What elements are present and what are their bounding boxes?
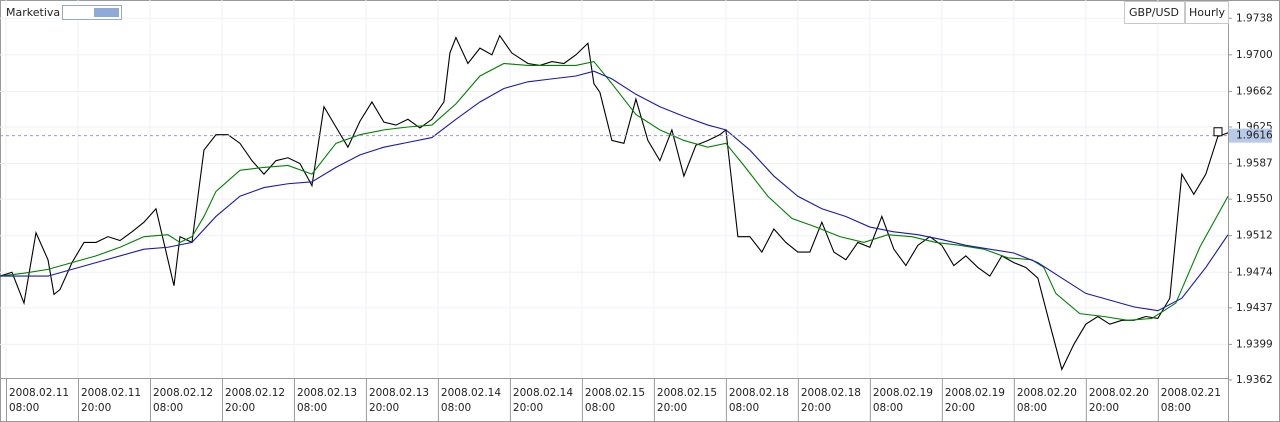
price-line — [0, 70, 1228, 312]
grid — [0, 0, 1228, 378]
y-tick-label: 1.9399 — [1236, 338, 1273, 350]
x-tick-label: 2008.02.15 20:00 — [657, 387, 717, 414]
last-price-box — [1229, 128, 1272, 143]
x-tick-label: 2008.02.12 20:00 — [225, 387, 285, 414]
price-line — [0, 34, 1228, 372]
x-tick-label: 2008.02.11 20:00 — [81, 387, 141, 414]
y-tick-label: 1.9362 — [1236, 374, 1273, 386]
x-tick-label: 2008.02.18 20:00 — [801, 387, 861, 414]
y-tick-label: 1.9625 — [1236, 121, 1273, 133]
y-tick-label: 1.9550 — [1236, 193, 1273, 205]
x-tick-label: 2008.02.19 20:00 — [945, 387, 1005, 414]
symbol-button[interactable] — [1124, 1, 1185, 24]
x-tick-label: 2008.02.20 20:00 — [1089, 387, 1149, 414]
x-tick-label: 2008.02.14 08:00 — [441, 387, 501, 414]
x-tick-label: 2008.02.14 20:00 — [513, 387, 573, 414]
y-tick-label: 1.9738 — [1236, 12, 1273, 24]
brand: Marketiva — [6, 6, 60, 19]
axes: 1.9738 1.9700 1.9662 1.9625 1.9587 1.9550 1.95… — [5, 12, 1273, 422]
y-tick-label: 1.9512 — [1236, 230, 1273, 242]
x-tick-label: 2008.02.11 08:00 — [9, 387, 69, 414]
x-tick-label: 2008.02.15 08:00 — [585, 387, 645, 414]
price-line — [0, 60, 1228, 321]
last-price-label: 1.9616 — [1236, 130, 1273, 142]
symbol[interactable]: GBP/USD — [1129, 6, 1179, 19]
y-tick-label: 1.9474 — [1236, 266, 1273, 278]
x-tick-label: 2008.02.21 08:00 — [1161, 387, 1221, 414]
x-tick-label: 2008.02.18 08:00 — [729, 387, 789, 414]
zoom-thumb[interactable] — [94, 8, 119, 17]
y-tick-label: 1.9662 — [1236, 85, 1273, 97]
x-tick-label: 2008.02.20 08:00 — [1017, 387, 1077, 414]
x-tick-label: 2008.02.19 08:00 — [873, 387, 933, 414]
x-tick-label: 2008.02.12 08:00 — [153, 387, 213, 414]
x-tick-label: 2008.02.13 08:00 — [297, 387, 357, 414]
x-tick-label: 2008.02.13 20:00 — [369, 387, 429, 414]
timeframe[interactable]: Hourly — [1189, 6, 1226, 19]
y-tick-label: 1.9587 — [1236, 158, 1273, 170]
y-tick-label: 1.9700 — [1236, 49, 1273, 61]
timeframe-button[interactable] — [1185, 1, 1229, 24]
plot-area — [0, 34, 1228, 372]
y-tick-label: 1.9437 — [1236, 302, 1273, 314]
last-bar-marker — [1213, 127, 1223, 137]
